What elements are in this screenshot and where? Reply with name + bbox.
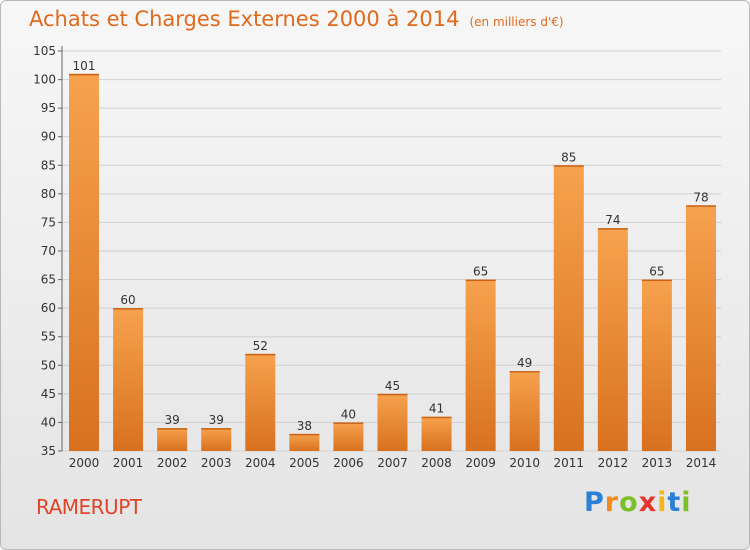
- bar-2012: [597, 228, 628, 451]
- logo-letter: o: [619, 487, 639, 518]
- bar-top-edge: [509, 371, 540, 373]
- logo-letter: x: [638, 487, 658, 518]
- y-tick-label: 55: [41, 330, 56, 344]
- x-tick-label: 2011: [553, 456, 584, 470]
- bar-top-edge: [245, 353, 276, 356]
- y-tick-label: 45: [41, 387, 56, 401]
- y-tick-label: 70: [41, 244, 56, 258]
- bar-top-edge: [289, 433, 320, 436]
- x-tick-label: 2008: [421, 456, 452, 470]
- bar-2005: [289, 433, 320, 451]
- value-label: 38: [297, 419, 312, 433]
- y-tick-label: 105: [33, 44, 56, 58]
- bar-top-edge: [685, 205, 716, 207]
- proxiti-logo: Proxiti: [584, 487, 692, 518]
- logo-letter: t: [667, 487, 682, 518]
- bar-top-edge: [201, 428, 232, 430]
- commune-name: RAMERUPT: [36, 495, 142, 519]
- bar-top-edge: [597, 228, 628, 230]
- bar-2007: [377, 393, 408, 451]
- value-label: 101: [73, 59, 96, 73]
- y-tick-label: 35: [41, 444, 56, 458]
- y-tick-label: 50: [41, 358, 56, 372]
- value-label: 65: [649, 265, 664, 279]
- x-tick-label: 2006: [333, 456, 364, 470]
- x-tick-label: 2009: [465, 456, 496, 470]
- y-tick-label: 100: [33, 73, 56, 87]
- value-label: 40: [341, 407, 356, 421]
- value-label: 85: [561, 150, 576, 164]
- value-label: 39: [164, 413, 179, 427]
- value-label: 41: [429, 402, 444, 416]
- x-tick-label: 2014: [686, 456, 717, 470]
- x-tick-label: 2010: [509, 456, 540, 470]
- y-tick-label: 85: [41, 158, 56, 172]
- bar-top-edge: [421, 416, 452, 419]
- logo-letter: i: [657, 487, 668, 518]
- title-text: Achats et Charges Externes 2000 à 2014: [29, 7, 460, 31]
- x-tick-label: 2002: [157, 456, 188, 470]
- x-tick-label: 2001: [113, 456, 144, 470]
- value-label: 60: [120, 293, 135, 307]
- chart-title: Achats et Charges Externes 2000 à 2014 (e…: [29, 7, 564, 31]
- x-tick-label: 2000: [69, 456, 100, 470]
- value-labels: 101 60 39 39 52 38 40 45 41 65 49 85 74 65 78: [73, 59, 709, 433]
- value-label: 39: [209, 413, 224, 427]
- bar-2001: [113, 308, 144, 451]
- title-unit: (en milliers d'€): [469, 15, 564, 29]
- y-tick-label: 60: [41, 301, 56, 315]
- value-label: 52: [253, 339, 268, 353]
- x-tick-label: 2005: [289, 456, 320, 470]
- bar-top-edge: [641, 279, 672, 282]
- bar-2004: [245, 353, 276, 451]
- bar-2003: [201, 428, 232, 451]
- y-tick-label: 80: [41, 187, 56, 201]
- bar-2010: [509, 371, 540, 451]
- bars: [69, 73, 716, 452]
- y-tick-label: 40: [41, 415, 56, 429]
- value-label: 78: [693, 190, 708, 204]
- value-label: 49: [517, 356, 532, 370]
- y-tick-label: 95: [41, 101, 56, 115]
- y-tick-label: 65: [41, 273, 56, 287]
- y-tick-label: 90: [41, 130, 56, 144]
- value-label: 74: [605, 213, 620, 227]
- bar-2000: [69, 73, 99, 451]
- bar-top-edge: [465, 279, 496, 282]
- bar-2011: [553, 165, 584, 452]
- x-axis-labels: 2000 2001 2002 2003 2004 2005 2006 2007 2008 2009…: [69, 456, 717, 470]
- logo-letter: P: [584, 487, 605, 518]
- bar-2009: [465, 279, 496, 451]
- bar-top-edge: [377, 393, 408, 396]
- bar-top-edge: [333, 422, 364, 424]
- value-label: 65: [473, 265, 488, 279]
- bar-2002: [157, 428, 188, 451]
- bar-2013: [641, 279, 672, 451]
- bar-top-edge: [113, 308, 144, 310]
- x-tick-label: 2012: [598, 456, 629, 470]
- x-tick-label: 2013: [642, 456, 673, 470]
- bar-top-edge: [69, 73, 99, 76]
- bar-top-edge: [553, 165, 584, 167]
- bar-top-edge: [157, 428, 188, 430]
- x-tick-label: 2007: [377, 456, 408, 470]
- bar-2006: [333, 422, 364, 451]
- logo-letter: r: [604, 487, 620, 518]
- bar-2014: [685, 205, 716, 451]
- x-tick-label: 2003: [201, 456, 232, 470]
- y-axis-labels: 35 40 45 50 55 60 65 70 75 80 85 90 95 100 105: [33, 44, 56, 458]
- y-tick-label: 75: [41, 215, 56, 229]
- bar-2008: [421, 416, 452, 451]
- logo-letter: i: [681, 487, 692, 518]
- x-tick-label: 2004: [245, 456, 276, 470]
- value-label: 45: [385, 379, 400, 393]
